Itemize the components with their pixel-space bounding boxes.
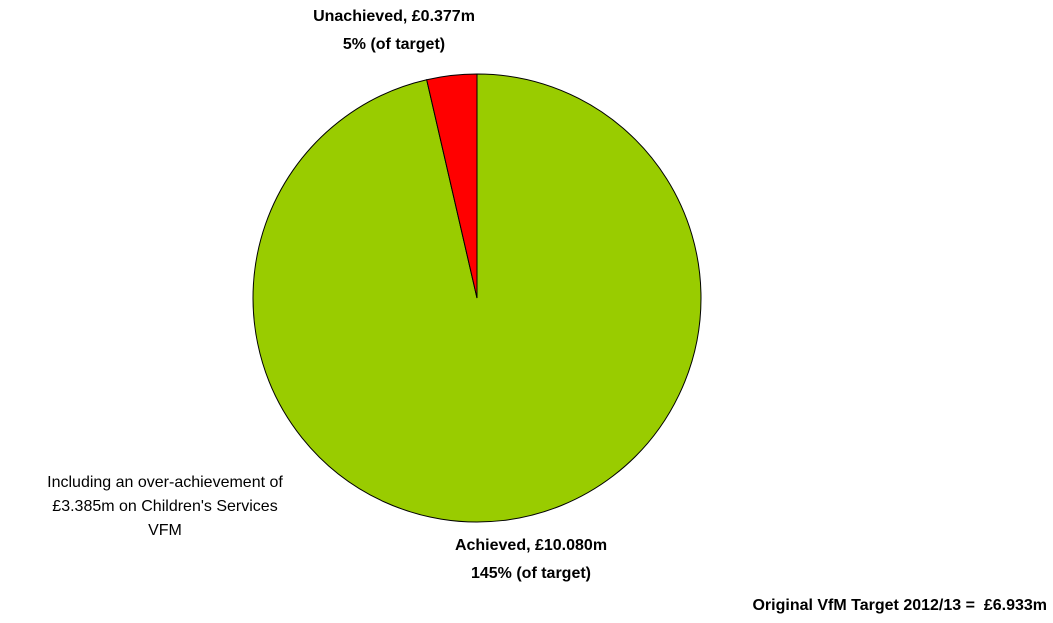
annotation: VFM [148, 522, 182, 539]
pie-slice [426, 73, 478, 299]
slice-label: Achieved, £10.080m [455, 537, 607, 554]
annotation: Including an over-achievement of [47, 474, 283, 491]
pie-slice [252, 73, 702, 523]
footnote: Original VfM Target 2012/13 = £6.933m [752, 597, 1047, 614]
slice-label: Unachieved, £0.377m [313, 8, 475, 25]
annotation: £3.385m on Children's Services [52, 498, 277, 515]
slice-sublabel: 5% (of target) [343, 36, 445, 53]
slice-sublabel: 145% (of target) [471, 565, 591, 582]
